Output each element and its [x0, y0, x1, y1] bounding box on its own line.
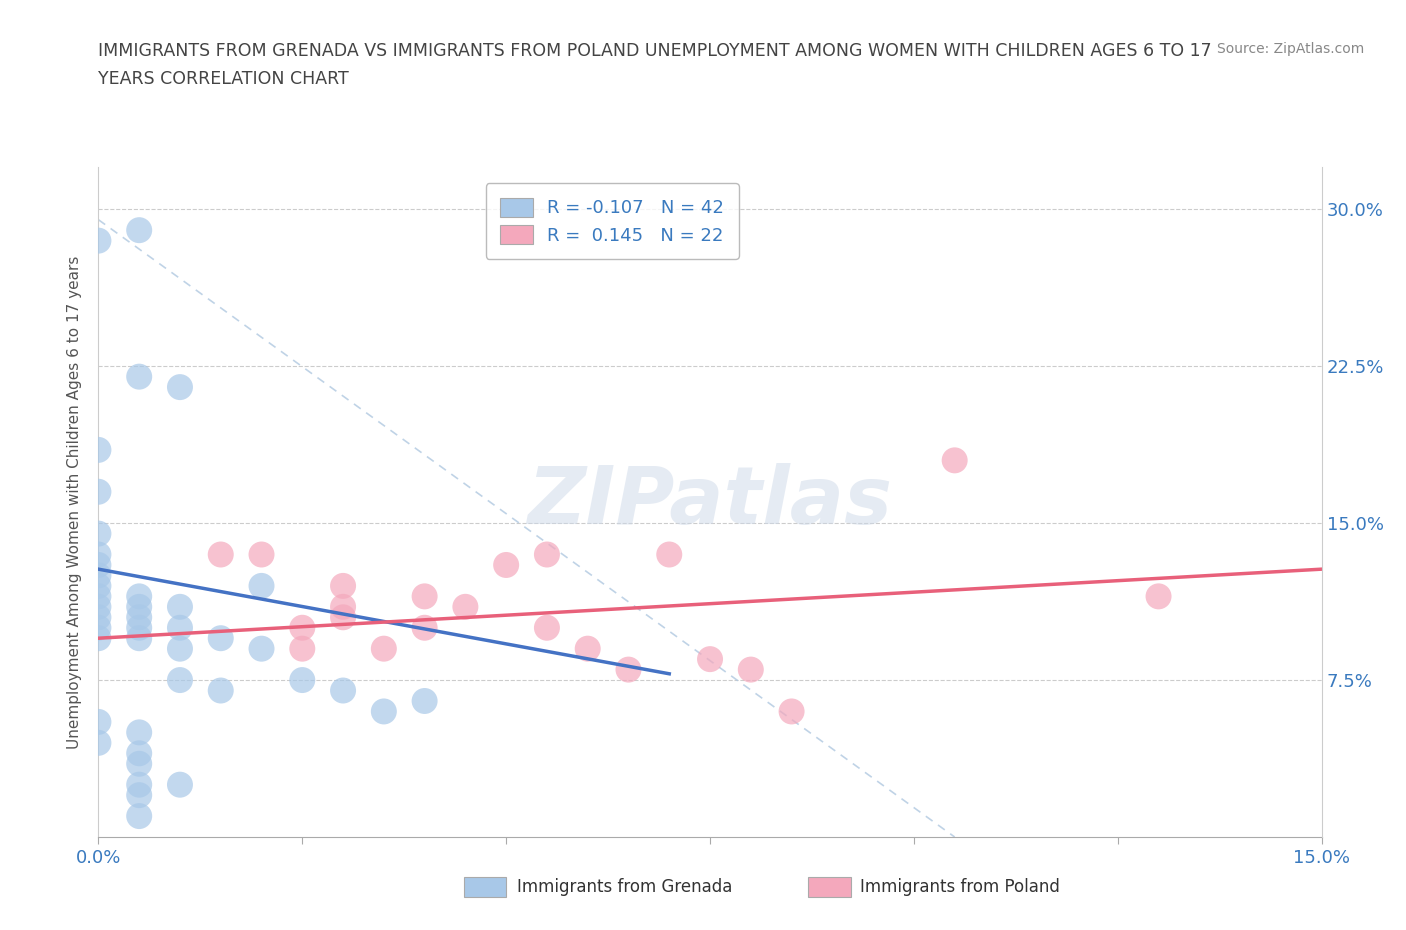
Point — [617, 662, 640, 677]
Point — [87, 631, 110, 645]
Point — [209, 683, 232, 698]
Point — [291, 642, 314, 657]
Point — [87, 714, 110, 729]
Text: YEARS CORRELATION CHART: YEARS CORRELATION CHART — [98, 70, 349, 87]
Point — [1147, 589, 1170, 604]
Point — [128, 809, 150, 824]
Point — [87, 610, 110, 625]
Point — [128, 777, 150, 792]
Point — [128, 725, 150, 740]
Point — [943, 453, 966, 468]
Point — [332, 578, 354, 593]
Point — [87, 526, 110, 541]
Point — [250, 642, 273, 657]
Point — [658, 547, 681, 562]
Point — [128, 369, 150, 384]
Point — [780, 704, 803, 719]
Point — [291, 672, 314, 687]
Point — [536, 547, 558, 562]
Point — [454, 600, 477, 615]
Point — [128, 746, 150, 761]
Point — [87, 578, 110, 593]
Point — [169, 642, 191, 657]
Point — [699, 652, 721, 667]
Point — [169, 379, 191, 394]
Point — [536, 620, 558, 635]
Point — [576, 642, 599, 657]
Point — [740, 662, 762, 677]
Point — [209, 631, 232, 645]
Point — [169, 600, 191, 615]
Point — [87, 620, 110, 635]
Point — [128, 788, 150, 803]
Point — [87, 547, 110, 562]
Point — [373, 704, 395, 719]
Point — [332, 600, 354, 615]
Point — [87, 558, 110, 573]
Legend: R = -0.107   N = 42, R =  0.145   N = 22: R = -0.107 N = 42, R = 0.145 N = 22 — [486, 183, 738, 259]
Point — [413, 589, 436, 604]
Point — [332, 610, 354, 625]
Point — [128, 223, 150, 238]
Point — [169, 620, 191, 635]
Point — [87, 589, 110, 604]
Point — [413, 620, 436, 635]
Point — [169, 672, 191, 687]
Point — [128, 756, 150, 771]
Point — [332, 683, 354, 698]
Point — [373, 642, 395, 657]
Point — [87, 233, 110, 248]
Point — [87, 443, 110, 458]
Text: Source: ZipAtlas.com: Source: ZipAtlas.com — [1216, 42, 1364, 56]
Point — [169, 777, 191, 792]
Point — [128, 631, 150, 645]
Point — [250, 578, 273, 593]
Point — [291, 620, 314, 635]
Point — [128, 589, 150, 604]
Point — [128, 610, 150, 625]
Point — [128, 600, 150, 615]
Point — [87, 600, 110, 615]
Point — [87, 736, 110, 751]
Point — [128, 620, 150, 635]
Text: Immigrants from Grenada: Immigrants from Grenada — [517, 878, 733, 897]
Y-axis label: Unemployment Among Women with Children Ages 6 to 17 years: Unemployment Among Women with Children A… — [67, 256, 83, 749]
Text: Immigrants from Poland: Immigrants from Poland — [860, 878, 1060, 897]
Point — [250, 547, 273, 562]
Point — [495, 558, 517, 573]
Point — [413, 694, 436, 709]
Text: IMMIGRANTS FROM GRENADA VS IMMIGRANTS FROM POLAND UNEMPLOYMENT AMONG WOMEN WITH : IMMIGRANTS FROM GRENADA VS IMMIGRANTS FR… — [98, 42, 1212, 60]
Point — [87, 485, 110, 499]
Point — [87, 568, 110, 583]
Text: ZIPatlas: ZIPatlas — [527, 463, 893, 541]
Point — [209, 547, 232, 562]
